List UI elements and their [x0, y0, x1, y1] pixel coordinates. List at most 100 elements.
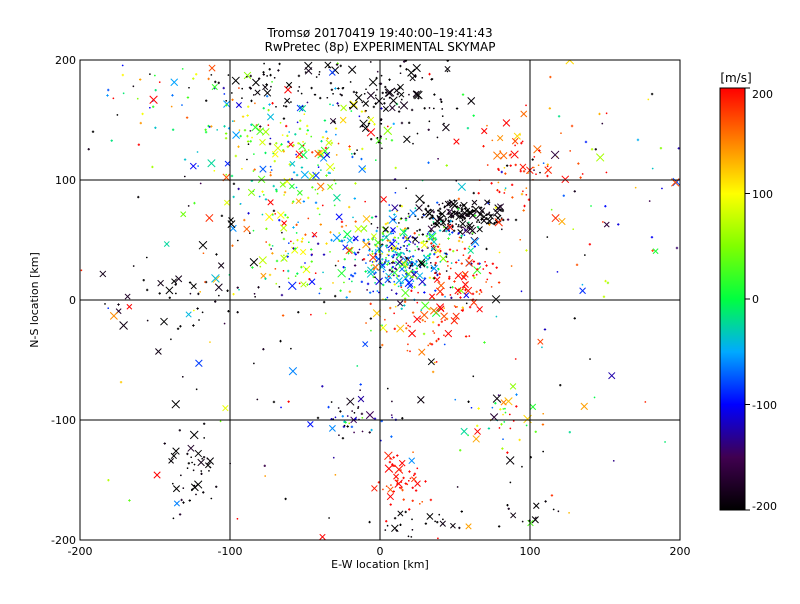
data-point-dot — [262, 194, 265, 196]
data-point-dot — [291, 178, 293, 180]
data-point-dot — [317, 166, 320, 168]
data-point-dot — [442, 518, 444, 521]
data-point-dot — [304, 233, 307, 236]
data-point-dot — [372, 105, 376, 109]
data-point-dot — [510, 265, 513, 267]
data-point-dot — [397, 110, 401, 113]
data-point-dot — [91, 130, 95, 133]
data-point-dot — [154, 126, 157, 129]
data-point-dot — [523, 204, 526, 208]
data-point-dot — [480, 291, 483, 293]
data-point-cross — [277, 211, 285, 219]
data-point-dot — [284, 105, 288, 108]
data-point-dot — [503, 192, 506, 194]
data-point-dot — [402, 229, 404, 231]
data-point-dot — [337, 407, 340, 409]
data-point-dot — [393, 274, 395, 277]
data-point-dot — [421, 318, 424, 322]
data-point-dot — [368, 520, 371, 524]
x-axis-label: E-W location [km] — [331, 558, 429, 571]
data-point-dot — [384, 318, 386, 321]
data-point-cross — [433, 276, 441, 283]
data-point-dot — [441, 108, 444, 110]
data-point-cross — [382, 105, 390, 112]
data-point-dot — [606, 281, 610, 285]
data-point-dot — [391, 229, 394, 233]
data-point-dot — [275, 142, 278, 145]
data-point-dot — [434, 261, 437, 265]
data-point-dot — [428, 120, 431, 123]
data-point-dot — [369, 137, 373, 141]
data-point-cross — [383, 126, 393, 136]
data-point-dot — [449, 294, 452, 296]
data-point-dot — [372, 290, 375, 293]
data-point-dot — [110, 139, 113, 142]
data-point-cross — [550, 150, 560, 160]
data-point-cross — [284, 97, 291, 104]
data-point-dot — [299, 119, 302, 122]
data-point-dot — [270, 169, 273, 171]
data-point-dot — [404, 236, 407, 239]
data-point-dot — [447, 223, 449, 225]
data-point-cross — [349, 100, 358, 109]
data-point-dot — [388, 262, 391, 265]
data-point-dot — [352, 216, 354, 219]
data-point-dot — [104, 303, 106, 305]
data-point-dot — [333, 120, 336, 124]
data-point-dot — [420, 309, 423, 311]
data-point-dot — [391, 218, 394, 221]
data-point-dot — [433, 93, 436, 96]
data-point-cross — [529, 403, 537, 411]
data-point-dot — [434, 289, 437, 292]
data-point-dot — [521, 520, 524, 523]
data-point-dot — [263, 62, 265, 65]
data-point-dot — [330, 141, 334, 145]
data-point-dot — [294, 133, 297, 136]
data-point-cross — [544, 166, 553, 174]
data-point-dot — [181, 104, 183, 106]
data-point-dot — [451, 285, 454, 289]
data-point-dot — [421, 76, 424, 79]
data-point-dot — [434, 245, 436, 248]
data-point-dot — [271, 252, 274, 255]
data-point-dot — [246, 76, 248, 78]
data-point-cross — [415, 204, 423, 212]
data-point-cross — [466, 222, 474, 229]
data-point-dot — [231, 92, 233, 94]
data-point-dot — [501, 228, 503, 231]
data-point-dot — [650, 235, 654, 239]
data-point-cross — [323, 151, 331, 159]
data-point-dot — [387, 254, 390, 257]
data-point-dot — [273, 76, 276, 79]
data-point-dot — [487, 202, 489, 205]
data-point-dot — [314, 93, 317, 96]
data-point-dot — [339, 410, 342, 413]
data-point-dot — [664, 441, 666, 443]
data-point-dot — [286, 145, 289, 148]
data-point-dot — [430, 216, 432, 219]
data-point-dot — [409, 264, 412, 267]
data-point-cross — [417, 258, 426, 267]
data-point-dot — [407, 212, 410, 215]
data-point-cross — [379, 262, 386, 269]
data-point-dot — [333, 167, 336, 169]
data-point-dot — [432, 221, 435, 223]
data-point-dot — [132, 265, 135, 267]
data-point-dot — [557, 115, 561, 118]
data-point-dot — [106, 94, 109, 97]
data-point-dot — [247, 143, 250, 146]
data-point-dot — [433, 107, 435, 110]
data-point-dot — [542, 450, 544, 453]
y-tick-label: 0 — [69, 294, 76, 307]
data-point-cross — [394, 465, 404, 474]
data-point-dot — [306, 124, 309, 128]
data-point-dot — [472, 191, 475, 195]
data-point-dot — [172, 517, 175, 520]
data-point-dot — [80, 269, 83, 272]
data-point-dot — [342, 265, 345, 269]
data-point-dot — [482, 145, 485, 148]
data-point-cross — [339, 116, 347, 124]
data-point-dot — [393, 218, 396, 221]
data-point-dot — [510, 183, 514, 187]
data-point-dot — [439, 260, 442, 263]
